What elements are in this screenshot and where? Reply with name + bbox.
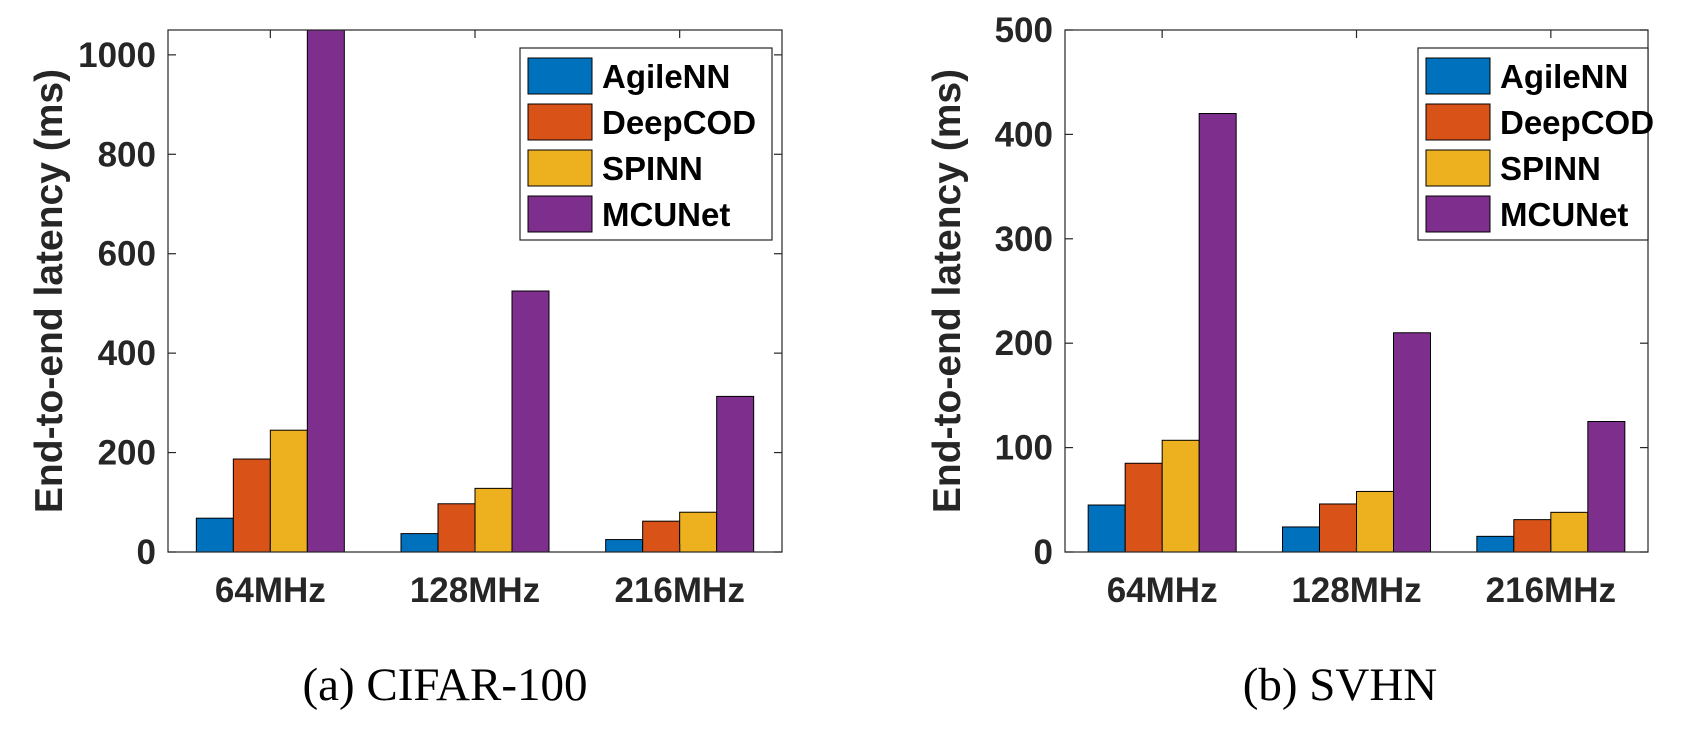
bar-spinn-128mhz: [474, 487, 513, 553]
x-tick-label: 216MHz: [1486, 571, 1616, 610]
y-tick-label: 500: [995, 11, 1053, 50]
legend-label-spinn: SPINN: [1500, 150, 1601, 187]
legend-label-mcunet: MCUNet: [1500, 196, 1628, 233]
legend-label-mcunet: MCUNet: [602, 196, 730, 233]
legend-label-spinn: SPINN: [602, 150, 703, 187]
bar-spinn-216mhz: [679, 511, 718, 553]
bar-agilenn-216mhz: [605, 539, 644, 553]
bar-deepcod-64mhz: [1124, 462, 1163, 553]
y-tick-label: 800: [98, 135, 156, 174]
legend: AgileNN DeepCOD SPINN MCUNet: [1417, 47, 1654, 241]
y-tick-label: 100: [995, 429, 1053, 468]
legend-swatch-deepcod: [527, 103, 593, 141]
legend: AgileNN DeepCOD SPINN MCUNet: [519, 47, 773, 241]
bar-agilenn-216mhz: [1476, 535, 1515, 553]
bar-agilenn-64mhz: [1087, 504, 1126, 553]
bar-deepcod-128mhz: [1319, 503, 1357, 553]
bar-deepcod-216mhz: [642, 520, 681, 553]
legend-swatch-spinn: [527, 149, 593, 187]
bar-spinn-128mhz: [1356, 490, 1394, 553]
y-axis-label: End-to-end latency (ms): [926, 69, 969, 513]
bar-agilenn-128mhz: [1282, 526, 1320, 553]
bar-mcunet-128mhz: [1393, 332, 1431, 553]
chart-1: 0 100 200 300 400 500 64MHz 128MHz 216MHz End-to-…: [926, 11, 1654, 711]
legend-label-deepcod: DeepCOD: [1500, 104, 1654, 141]
legend-swatch-mcunet: [527, 195, 593, 233]
x-tick-label: 128MHz: [1291, 571, 1421, 610]
y-tick-label: 400: [995, 115, 1053, 154]
x-tick-label: 128MHz: [410, 571, 540, 610]
bar-spinn-64mhz: [1161, 439, 1200, 553]
legend-label-agilenn: AgileNN: [602, 58, 730, 95]
y-tick-label: 600: [98, 235, 156, 274]
x-tick-label: 64MHz: [215, 571, 326, 610]
bar-agilenn-128mhz: [400, 533, 439, 553]
legend-label-deepcod: DeepCOD: [602, 104, 756, 141]
bar-mcunet-64mhz: [306, 29, 345, 553]
subfigure-caption: (b) SVHN: [1243, 659, 1438, 711]
bar-mcunet-128mhz: [511, 290, 550, 553]
legend-swatch-agilenn: [1425, 57, 1491, 95]
bar-mcunet-64mhz: [1198, 113, 1237, 553]
y-tick-label: 1000: [78, 36, 156, 75]
y-tick-label: 300: [995, 220, 1053, 259]
legend-swatch-agilenn: [527, 57, 593, 95]
legend-label-agilenn: AgileNN: [1500, 58, 1628, 95]
legend-swatch-deepcod: [1425, 103, 1491, 141]
y-tick-label: 400: [98, 334, 156, 373]
bar-deepcod-64mhz: [232, 458, 271, 553]
y-tick-label: 0: [137, 533, 156, 572]
legend-swatch-mcunet: [1425, 195, 1491, 233]
y-tick-label: 0: [1034, 533, 1053, 572]
x-tick-label: 64MHz: [1107, 571, 1218, 610]
x-tick-label: 216MHz: [615, 571, 745, 610]
y-axis-label: End-to-end latency (ms): [28, 69, 71, 513]
bar-agilenn-64mhz: [195, 517, 234, 553]
bar-deepcod-128mhz: [437, 503, 476, 553]
bar-mcunet-216mhz: [1587, 421, 1626, 553]
chart-0: 0 200 400 600 800 1000 64MHz 128MHz 216MHz End-to…: [28, 29, 783, 711]
bar-spinn-216mhz: [1550, 511, 1589, 553]
bar-deepcod-216mhz: [1513, 519, 1552, 553]
y-tick-label: 200: [995, 324, 1053, 363]
y-tick-label: 200: [98, 434, 156, 473]
legend-swatch-spinn: [1425, 149, 1491, 187]
subfigure-caption: (a) CIFAR-100: [302, 659, 587, 711]
bar-mcunet-216mhz: [716, 395, 755, 553]
bar-spinn-64mhz: [269, 429, 308, 553]
